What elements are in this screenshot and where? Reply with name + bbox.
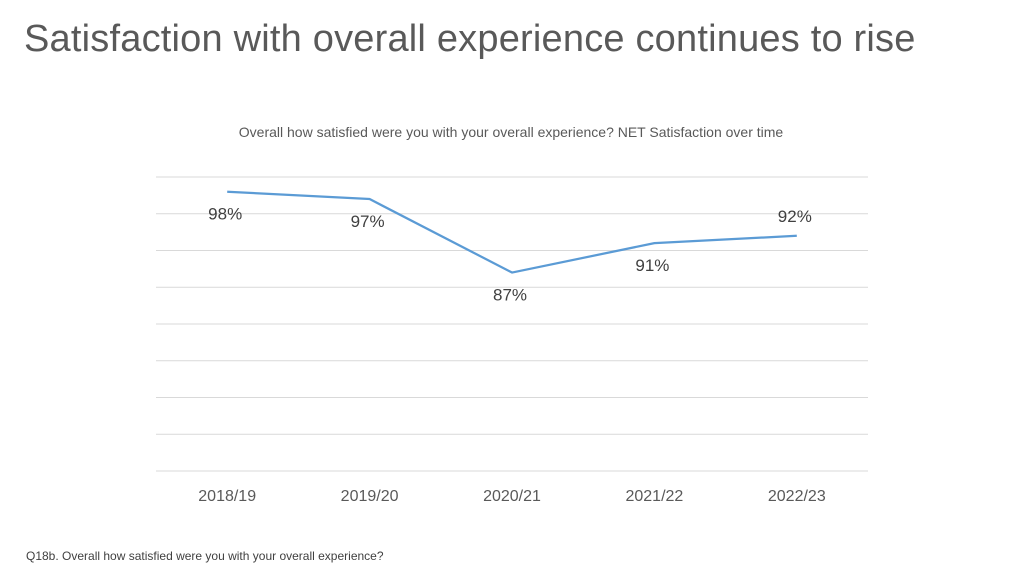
footnote: Q18b. Overall how satisfied were you wit…	[26, 549, 384, 563]
data-label: 87%	[493, 286, 527, 305]
chart-title: Overall how satisfied were you with your…	[238, 124, 784, 140]
slide-title: Satisfaction with overall experience con…	[24, 18, 916, 60]
x-tick-label: 2020/21	[483, 488, 541, 505]
x-tick-label: 2018/19	[198, 488, 256, 505]
x-tick-label: 2019/20	[341, 488, 399, 505]
data-labels: 98% 97% 87% 91% 92%	[208, 205, 812, 305]
data-label: 92%	[778, 207, 812, 226]
series-group	[227, 190, 797, 274]
gridlines	[156, 176, 868, 472]
data-label: 91%	[635, 256, 669, 275]
data-label: 97%	[351, 212, 385, 231]
series-line	[227, 190, 797, 274]
x-tick-label: 2021/22	[625, 488, 683, 505]
x-tick-label: 2022/23	[768, 488, 826, 505]
data-label: 98%	[208, 205, 242, 224]
x-axis: 2018/19 2019/20 2020/21 2021/22 2022/23	[198, 488, 826, 505]
